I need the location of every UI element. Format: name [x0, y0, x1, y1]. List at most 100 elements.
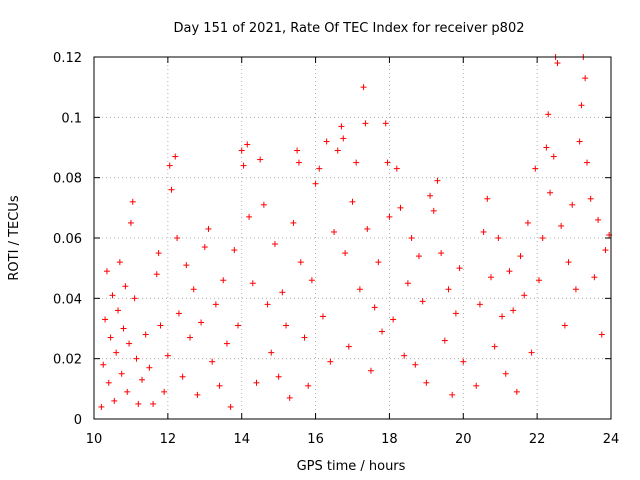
data-point [323, 138, 330, 145]
data-point [190, 286, 197, 293]
data-point [460, 358, 467, 365]
data-point [513, 388, 520, 395]
data-point [175, 310, 182, 317]
data-point [111, 397, 118, 404]
data-point [535, 277, 542, 284]
data-point [484, 195, 491, 202]
data-point [294, 147, 301, 154]
y-tick-label: 0.08 [53, 172, 82, 187]
data-point [179, 373, 186, 380]
y-tick-label: 0.1 [61, 111, 82, 126]
axis-ticks [93, 56, 612, 420]
data-point [109, 292, 116, 299]
data-point [201, 244, 208, 251]
x-axis-label: GPS time / hours [297, 459, 406, 474]
data-point [187, 334, 194, 341]
data-point [441, 337, 448, 344]
data-point [129, 198, 136, 205]
tick-labels: 10 12 14 16 18 20 22 24 0 0.02 0.04 0.06 0.08 0.1 0.12 [53, 51, 619, 447]
data-point [393, 165, 400, 172]
data-point [423, 379, 430, 386]
data-point [364, 225, 371, 232]
data-point [209, 358, 216, 365]
data-point [349, 198, 356, 205]
plot-frame [93, 56, 612, 420]
data-point [595, 216, 602, 223]
data-point [401, 352, 408, 359]
data-point [419, 298, 426, 305]
data-point [434, 177, 441, 184]
data-point [528, 349, 535, 356]
data-point [220, 277, 227, 284]
data-point [602, 247, 609, 254]
data-point [356, 286, 363, 293]
data-point [334, 147, 341, 154]
data-point [445, 286, 452, 293]
data-point [283, 322, 290, 329]
x-tick-label: 14 [233, 432, 250, 447]
data-point [105, 379, 112, 386]
data-point [312, 180, 319, 187]
data-point [572, 286, 579, 293]
data-point [100, 361, 107, 368]
data-point [198, 319, 205, 326]
data-point [569, 201, 576, 208]
data-point [495, 235, 502, 241]
x-tick-label: 10 [86, 432, 103, 447]
data-point [587, 195, 594, 202]
data-point [452, 310, 459, 317]
data-point [305, 382, 312, 389]
data-point [582, 75, 589, 82]
data-point [155, 250, 162, 257]
data-point [238, 147, 245, 154]
data-point [103, 268, 110, 275]
data-point [168, 186, 175, 193]
data-point [408, 235, 415, 241]
data-point [150, 400, 157, 407]
data-point [308, 277, 315, 284]
data-point [473, 382, 480, 389]
data-point [591, 274, 598, 281]
data-point [172, 153, 179, 160]
x-tick-label: 20 [455, 432, 472, 447]
data-point [480, 228, 487, 235]
data-point [139, 376, 146, 383]
data-point [384, 159, 391, 166]
data-point [212, 301, 219, 308]
data-point [327, 358, 334, 365]
data-point [161, 388, 168, 395]
data-point [124, 388, 131, 395]
data-point [122, 283, 129, 290]
data-point [386, 213, 393, 220]
data-point [235, 322, 242, 329]
data-point [412, 361, 419, 368]
data-point [438, 250, 445, 257]
data-point [166, 162, 173, 169]
data-point [449, 391, 456, 398]
x-tick-label: 18 [381, 432, 398, 447]
data-point [487, 274, 494, 281]
data-point [115, 307, 122, 314]
x-tick-label: 24 [603, 432, 620, 447]
data-point [153, 271, 160, 278]
data-point [353, 159, 360, 166]
data-point [404, 280, 411, 287]
data-point [510, 307, 517, 314]
data-point [205, 225, 212, 232]
data-point [598, 331, 605, 338]
data-point [249, 280, 256, 287]
data-point [532, 165, 539, 172]
data-point [174, 235, 181, 241]
grid [94, 57, 611, 419]
data-point [340, 135, 347, 142]
y-tick-label: 0 [74, 413, 82, 428]
data-point [295, 159, 302, 166]
data-point [146, 364, 153, 371]
data-point [260, 201, 267, 208]
data-point [362, 120, 369, 127]
data-point [430, 207, 437, 214]
data-point [578, 102, 585, 109]
data-point [216, 382, 223, 389]
data-point [271, 241, 278, 248]
data-point [264, 301, 271, 308]
